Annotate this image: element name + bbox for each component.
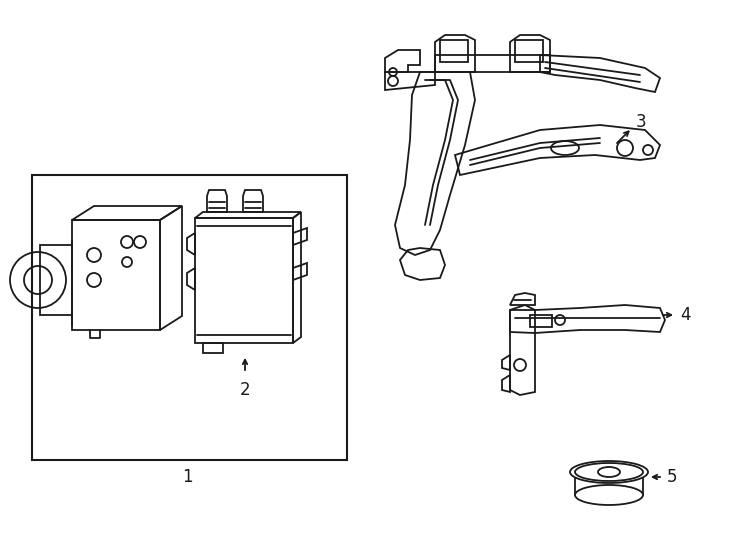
Ellipse shape bbox=[570, 461, 648, 483]
Bar bbox=[440, 40, 468, 62]
Text: 2: 2 bbox=[240, 381, 250, 399]
Text: 3: 3 bbox=[636, 113, 647, 131]
Text: 1: 1 bbox=[182, 468, 192, 486]
Ellipse shape bbox=[575, 485, 643, 505]
Bar bbox=[530, 315, 552, 327]
Bar bbox=[32, 175, 347, 460]
Text: 4: 4 bbox=[680, 306, 691, 324]
Bar bbox=[515, 40, 543, 62]
Text: 5: 5 bbox=[667, 468, 677, 486]
